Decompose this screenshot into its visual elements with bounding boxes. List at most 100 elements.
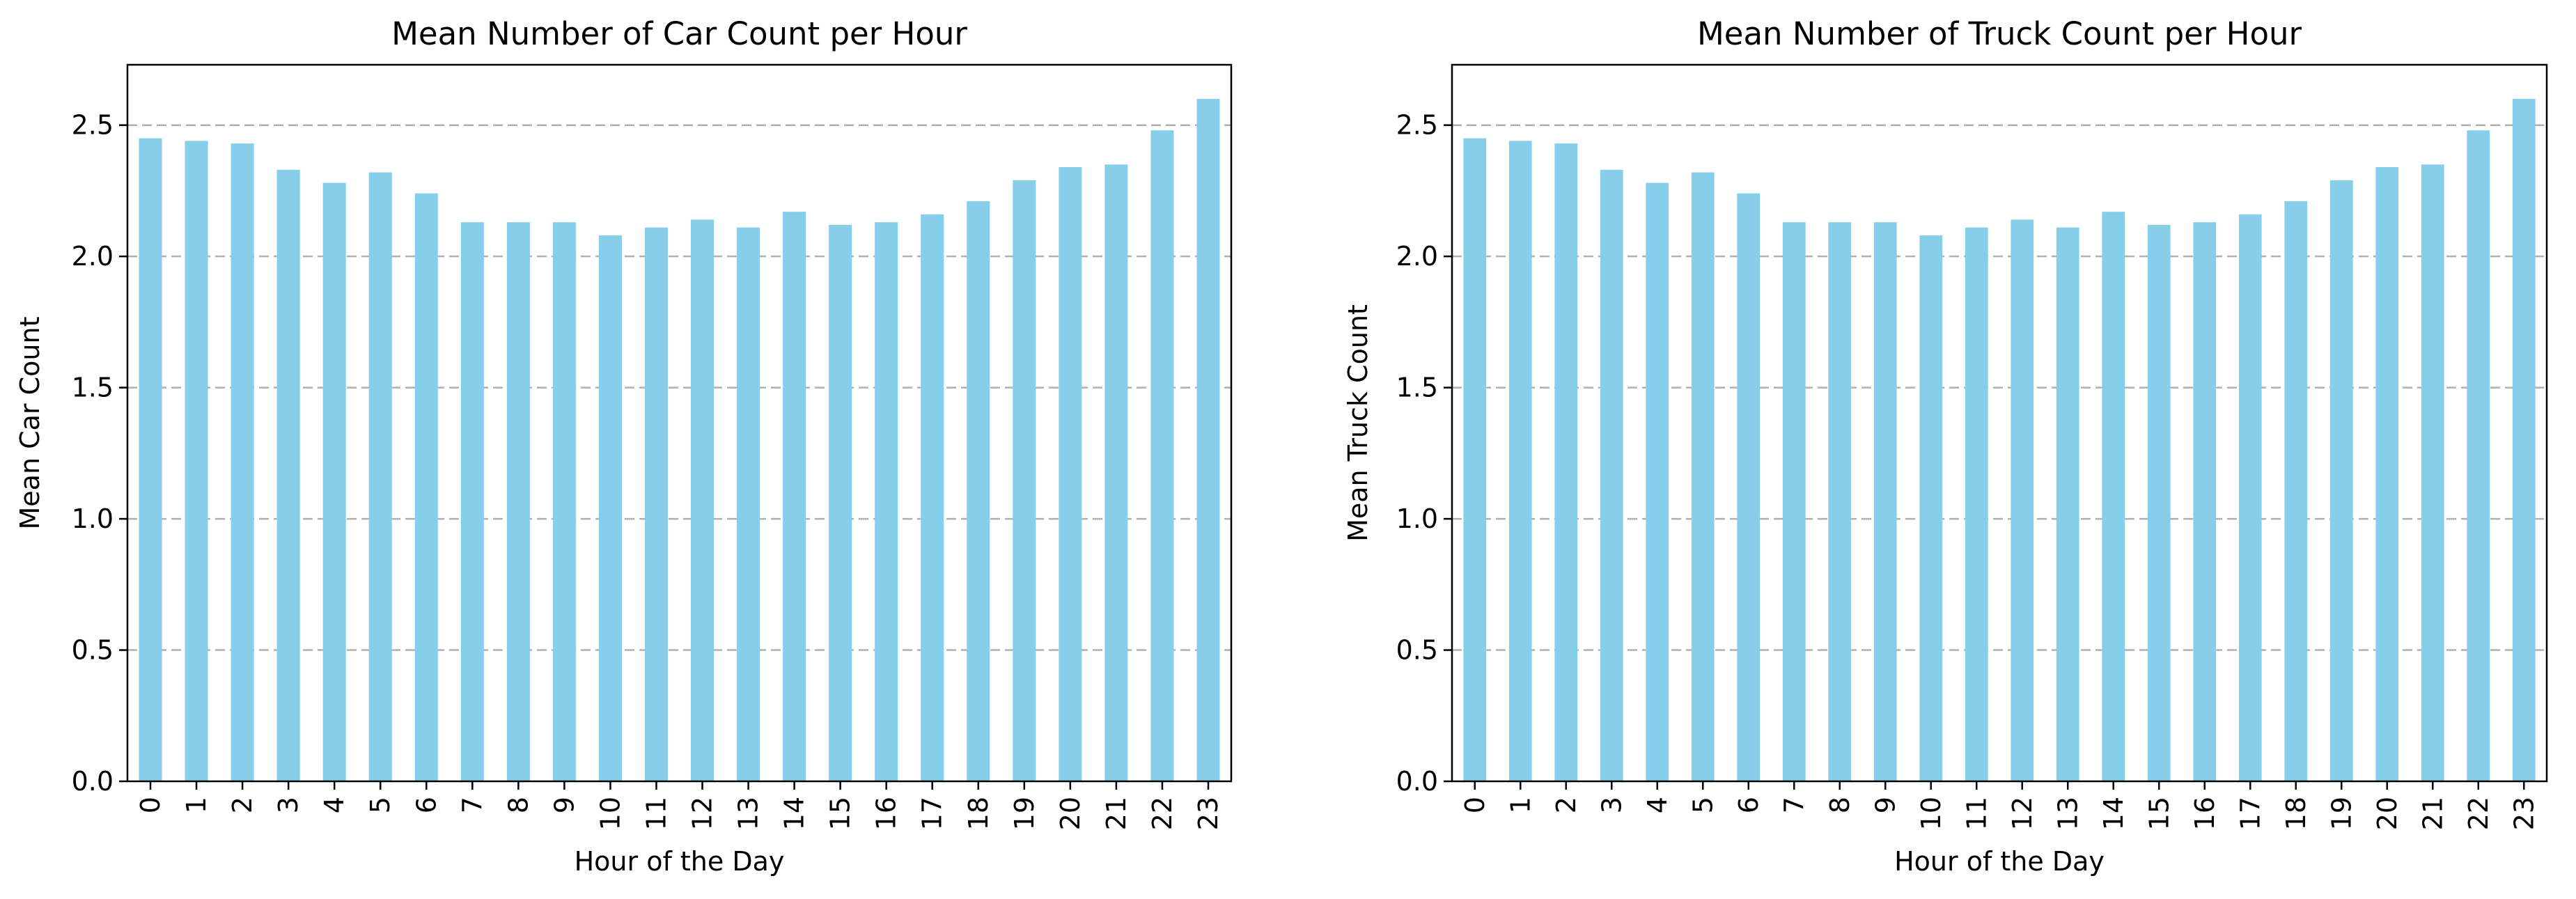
bar-hour-16 xyxy=(875,222,898,782)
x-tick-label: 5 xyxy=(1687,797,1718,813)
bar-hour-3 xyxy=(1600,169,1623,781)
x-tick-label: 21 xyxy=(1101,797,1132,830)
y-gridlines xyxy=(1452,124,2547,651)
bar-hour-15 xyxy=(829,224,852,781)
x-tick-label: 20 xyxy=(1055,797,1086,830)
y-tick-label: 1.0 xyxy=(1396,503,1438,534)
x-tick-label: 3 xyxy=(273,797,304,813)
x-ticks: 0 1 2 3 4 5 6 7 8 9 10 11 12 13 14 15 16 17 18 19 20 21 22 23 xyxy=(1460,781,2539,830)
x-tick-label: 8 xyxy=(1825,797,1855,813)
bar-hour-18 xyxy=(2284,201,2308,781)
y-tick-label: 1.5 xyxy=(1396,373,1438,403)
bar-hour-14 xyxy=(2102,212,2125,782)
bar-hour-19 xyxy=(1013,180,1036,781)
y-tick-label: 0.0 xyxy=(1396,766,1438,797)
x-tick-label: 14 xyxy=(2098,797,2129,830)
x-tick-label: 22 xyxy=(2463,797,2494,830)
x-tick-label: 6 xyxy=(411,797,442,813)
bar-hour-14 xyxy=(783,212,806,782)
bar-hour-13 xyxy=(737,227,760,781)
y-ticks: 0.0 0.5 1.0 1.5 2.0 2.5 xyxy=(1396,110,1452,797)
bar-hour-8 xyxy=(506,222,530,782)
bar-hour-2 xyxy=(1554,143,1578,782)
axes-frame xyxy=(1451,63,2548,783)
bar-hour-6 xyxy=(1737,193,1761,781)
bar-hour-10 xyxy=(598,235,622,781)
bars xyxy=(1463,99,2536,782)
x-tick-label: 13 xyxy=(733,797,764,830)
x-tick-label: 19 xyxy=(1009,797,1040,830)
bar-hour-3 xyxy=(276,169,300,781)
x-ticks: 0 1 2 3 4 5 6 7 8 9 10 11 12 13 14 15 16 17 18 19 20 21 22 23 xyxy=(135,781,1224,830)
bar-hour-20 xyxy=(2375,167,2399,781)
y-tick-label: 1.0 xyxy=(72,503,114,534)
bar-hour-22 xyxy=(2467,130,2490,781)
x-tick-label: 12 xyxy=(687,797,718,830)
x-tick-label: 1 xyxy=(181,797,212,813)
y-axis-label: Mean Truck Count xyxy=(1343,304,1373,542)
x-tick-label: 12 xyxy=(2007,797,2038,830)
x-tick-label: 13 xyxy=(2052,797,2083,830)
x-tick-label: 11 xyxy=(641,797,671,830)
bar-hour-4 xyxy=(322,182,346,782)
x-tick-label: 10 xyxy=(595,797,625,830)
y-tick-label: 2.0 xyxy=(72,241,114,272)
x-tick-label: 4 xyxy=(319,797,350,813)
bar-hour-4 xyxy=(1646,182,1669,782)
x-tick-label: 14 xyxy=(779,797,810,830)
x-tick-label: 20 xyxy=(2372,797,2403,830)
car-count-chart: Mean Number of Car Count per Hour 0.0 0.5… xyxy=(15,15,1233,877)
x-tick-label: 9 xyxy=(1870,797,1900,813)
bar-hour-22 xyxy=(1150,130,1174,781)
x-tick-label: 10 xyxy=(1916,797,1946,830)
x-axis-label: Hour of the Day xyxy=(575,846,785,877)
y-tick-label: 2.5 xyxy=(1396,110,1438,141)
bar-hour-18 xyxy=(967,201,990,781)
y-axis-label: Mean Car Count xyxy=(15,317,45,530)
x-axis-label: Hour of the Day xyxy=(1894,846,2105,877)
bar-hour-17 xyxy=(921,214,944,781)
bar-hour-8 xyxy=(1828,222,1852,782)
bar-hour-7 xyxy=(460,222,484,782)
y-tick-label: 1.5 xyxy=(72,373,114,403)
x-tick-label: 1 xyxy=(1505,797,1536,813)
y-tick-label: 0.0 xyxy=(72,766,114,797)
bars xyxy=(139,99,1220,782)
bar-hour-2 xyxy=(231,143,254,782)
bar-hour-5 xyxy=(1691,172,1715,782)
x-tick-label: 18 xyxy=(963,797,994,830)
bar-hour-16 xyxy=(2193,222,2217,782)
bar-hour-9 xyxy=(1873,222,1897,782)
bar-hour-23 xyxy=(2512,99,2536,781)
bar-hour-12 xyxy=(691,219,715,781)
x-tick-label: 6 xyxy=(1733,797,1764,813)
x-tick-label: 2 xyxy=(1551,797,1582,813)
x-tick-label: 0 xyxy=(135,797,166,813)
x-tick-label: 19 xyxy=(2326,797,2357,830)
bar-hour-1 xyxy=(1508,141,1532,782)
x-tick-label: 2 xyxy=(227,797,258,813)
x-tick-label: 16 xyxy=(871,797,902,830)
y-tick-label: 2.0 xyxy=(1396,241,1438,272)
bar-hour-17 xyxy=(2238,214,2262,781)
x-tick-label: 7 xyxy=(1779,797,1809,813)
x-tick-label: 5 xyxy=(365,797,396,813)
truck-count-chart: Mean Number of Truck Count per Hour 0.00… xyxy=(1343,15,2548,877)
x-tick-label: 9 xyxy=(549,797,579,813)
bar-hour-11 xyxy=(644,227,668,781)
bar-hour-0 xyxy=(139,138,162,782)
bar-hour-15 xyxy=(2147,224,2171,781)
bar-hour-13 xyxy=(2056,227,2079,781)
bar-hour-7 xyxy=(1782,222,1806,782)
x-tick-label: 16 xyxy=(2189,797,2220,830)
plot-border xyxy=(126,63,1233,783)
y-tick-label: 2.5 xyxy=(72,110,114,141)
x-tick-label: 15 xyxy=(825,797,856,830)
x-tick-label: 22 xyxy=(1147,797,1178,830)
bar-hour-10 xyxy=(1919,235,1943,781)
axes-frame xyxy=(126,63,1233,783)
bar-hour-12 xyxy=(2011,219,2034,781)
y-tick-label: 0.5 xyxy=(1396,635,1438,666)
x-tick-label: 21 xyxy=(2417,797,2448,830)
